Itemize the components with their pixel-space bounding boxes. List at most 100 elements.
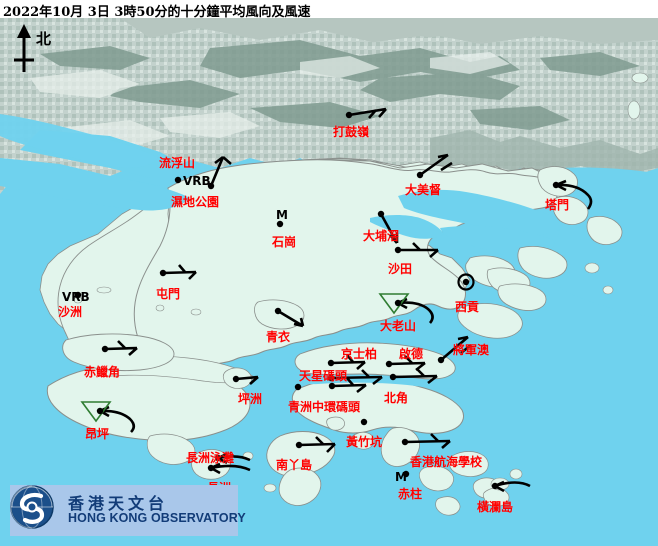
station-dot-ta-kwu-ling[interactable] (345, 111, 353, 119)
station-dot-sha-chau[interactable] (74, 291, 82, 299)
station-label-tsing-yi: 青衣 (266, 330, 291, 344)
station-dot-tuen-mun[interactable] (159, 269, 167, 277)
station-dot-cheung-chau-beach[interactable] (214, 454, 222, 462)
station-label-hk-sea-school: 香港航海學校 (410, 455, 483, 469)
sai-kung-region (457, 166, 623, 339)
wind-barb-wetland-park (209, 155, 232, 187)
station-label-star-ferry: 天星碼頭 (299, 369, 348, 383)
station-dot-tai-po-kau[interactable] (377, 210, 385, 218)
calm-marker-shek-kong: M (276, 208, 288, 222)
station-label-tate-s-cairn: 大老山 (380, 319, 417, 333)
station-dot-lamma-island[interactable] (295, 441, 303, 449)
station-markers-layer (74, 111, 560, 490)
station-label-ta-kwu-ling: 打鼓嶺 (333, 125, 370, 139)
wind-barb-tsing-yi (277, 309, 305, 328)
wind-barb-ta-kwu-ling (348, 107, 387, 119)
station-dot-tate-s-cairn[interactable] (394, 299, 402, 307)
station-dot-kai-tak[interactable] (385, 360, 393, 368)
station-label-king-s-park: 京士柏 (341, 347, 378, 361)
station-label-wetland-park: 濕地公園 (171, 195, 220, 209)
wind-barb-hk-sea-school (404, 433, 451, 449)
chek-lap-kok-island (62, 333, 175, 372)
station-dot-sha-tin[interactable] (394, 246, 402, 254)
station-label-tai-mei-tuk: 大美督 (405, 183, 442, 197)
station-dot-north-point[interactable] (389, 373, 397, 381)
station-dot-shek-kong[interactable] (276, 220, 284, 228)
station-dot-tsing-yi[interactable] (274, 307, 282, 315)
station-label-waglan-island: 橫瀾島 (477, 500, 514, 514)
station-dot-chek-lap-kok[interactable] (101, 345, 109, 353)
station-label-ngong-ping: 昂坪 (85, 427, 110, 441)
station-label-sha-tin: 沙田 (388, 262, 413, 276)
wind-barb-central-pier (331, 377, 367, 394)
deep-bay (0, 158, 190, 211)
kowloon (294, 342, 456, 380)
station-dot-sai-kung[interactable] (462, 278, 470, 286)
title-bar: 2022年10月 3日 3時50分的十分鐘平均風向及風速 (0, 0, 658, 20)
wind-barb-sha-tin (398, 242, 439, 258)
islets (73, 72, 649, 493)
map-graphics (0, 18, 658, 546)
station-label-green-island: 青洲 (288, 400, 313, 414)
north-arrow: 北 (6, 22, 66, 78)
hko-logo-english: HONG KONG OBSERVATORY (68, 511, 246, 525)
wind-barb-peng-chau (235, 375, 259, 385)
station-label-north-point: 北角 (384, 391, 409, 405)
wind-barb-north-point (392, 368, 438, 385)
calm-circle-sai-kung (457, 273, 475, 291)
wind-barb-king-s-park (330, 354, 366, 370)
station-label-wong-chuk-hang: 黃竹坑 (346, 435, 383, 449)
station-dot-green-island[interactable] (294, 383, 302, 391)
wind-barb-lamma-island (298, 436, 336, 453)
page-title: 2022年10月 3日 3時50分的十分鐘平均風向及風速 (3, 5, 311, 20)
north-arrow-label: 北 (36, 30, 52, 48)
station-label-tseung-kwan-o: 將軍澳 (453, 343, 490, 357)
hko-logo: 香港天文台 HONG KONG OBSERVATORY (10, 485, 246, 536)
vrb-marker-lau-fau-shan: VRB (183, 174, 211, 188)
station-dot-ngong-ping[interactable] (96, 407, 104, 415)
station-dot-stanley[interactable] (402, 470, 410, 478)
station-dot-wong-chuk-hang[interactable] (360, 418, 368, 426)
station-dot-hk-sea-school[interactable] (401, 438, 409, 446)
station-label-tai-po-kau: 大埔滘 (363, 229, 400, 243)
station-dot-tap-mun[interactable] (552, 181, 560, 189)
station-label-tuen-mun: 屯門 (156, 287, 181, 301)
station-label-central-pier: 中環碼頭 (312, 400, 361, 414)
station-label-stanley: 赤柱 (398, 487, 423, 501)
wind-barb-star-ferry (330, 369, 383, 386)
station-dot-cheung-chau[interactable] (207, 464, 215, 472)
calm-marker-stanley: M (395, 470, 407, 484)
station-dot-peng-chau[interactable] (232, 375, 240, 383)
lamma-island (266, 431, 336, 477)
station-dot-wetland-park[interactable] (207, 182, 215, 190)
wind-barb-tai-mei-tuk (419, 153, 453, 177)
hko-logo-mark (10, 485, 54, 529)
map-canvas: 北 打鼓嶺 流浮山 VRB 濕地公園 大美督 塔門 石崗 M 大埔滘 沙田 屯門 西貢 沙洲 VRB 青衣大… (0, 18, 658, 546)
station-dot-tseung-kwan-o[interactable] (437, 356, 445, 364)
wind-barb-tai-po-kau (379, 213, 399, 244)
station-label-peng-chau: 坪洲 (238, 392, 263, 406)
station-label-sha-chau: 沙洲 (58, 305, 83, 319)
hko-logo-chinese: 香港天文台 (68, 494, 169, 513)
station-label-shek-kong: 石崗 (272, 235, 297, 249)
wind-barb-tseung-kwan-o (440, 335, 472, 361)
tolo-harbour (398, 189, 566, 235)
vrb-marker-sha-chau: VRB (62, 290, 90, 304)
wind-barb-tuen-mun (162, 264, 197, 280)
station-label-lau-fau-shan: 流浮山 (159, 156, 196, 170)
station-dot-king-s-park[interactable] (327, 359, 335, 367)
station-label-sai-kung: 西貢 (455, 300, 480, 314)
station-dot-central-pier[interactable] (328, 382, 336, 390)
station-label-tap-mun: 塔門 (545, 198, 570, 212)
lantau-island (46, 356, 257, 465)
wind-barb-chek-lap-kok (104, 340, 138, 356)
station-label-chek-lap-kok: 赤鱲角 (84, 365, 121, 379)
station-label-kai-tak: 啟德 (399, 347, 424, 361)
station-label-lamma-island: 南丫島 (276, 458, 313, 472)
station-label-cheung-chau-beach: 長洲泳灘 (186, 451, 235, 465)
station-dot-lau-fau-shan[interactable] (174, 176, 182, 184)
station-dot-waglan-island[interactable] (491, 482, 499, 490)
station-dot-star-ferry[interactable] (327, 374, 335, 382)
station-dot-tai-mei-tuk[interactable] (416, 171, 424, 179)
